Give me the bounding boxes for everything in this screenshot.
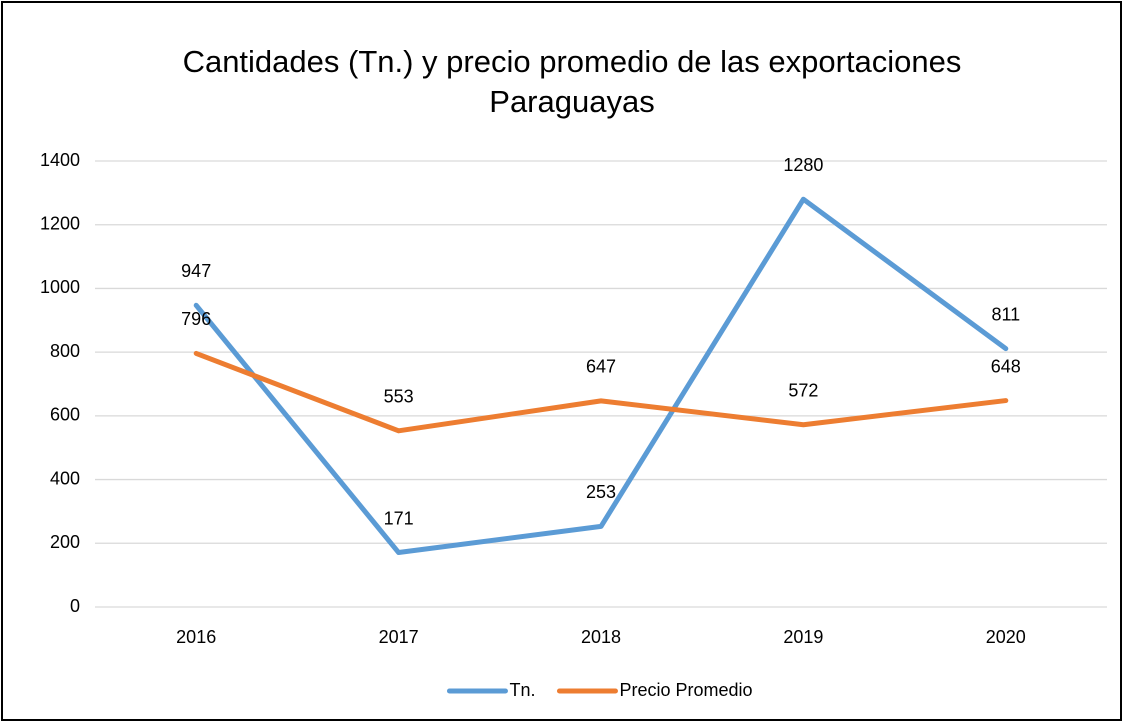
y-tick-label: 1400 bbox=[40, 150, 80, 170]
data-label: 947 bbox=[181, 261, 211, 281]
data-label: 171 bbox=[384, 508, 414, 528]
y-tick-label: 0 bbox=[70, 596, 80, 616]
data-label: 647 bbox=[586, 357, 616, 377]
y-tick-label: 200 bbox=[50, 532, 80, 552]
chart-title: Cantidades (Tn.) y precio promedio de la… bbox=[182, 44, 962, 119]
data-label: 553 bbox=[384, 387, 414, 407]
y-tick-label: 800 bbox=[50, 341, 80, 361]
series-line bbox=[193, 196, 1009, 556]
legend-label: Tn. bbox=[509, 680, 535, 700]
x-tick-label: 2018 bbox=[581, 627, 621, 647]
y-tick-label: 1200 bbox=[40, 213, 80, 233]
series-line bbox=[193, 350, 1009, 434]
x-tick-label: 2020 bbox=[986, 627, 1026, 647]
x-tick-label: 2016 bbox=[176, 627, 216, 647]
data-label: 1280 bbox=[783, 155, 823, 175]
x-tick-label: 2017 bbox=[379, 627, 419, 647]
data-label: 648 bbox=[991, 356, 1021, 376]
x-tick-label: 2019 bbox=[783, 627, 823, 647]
y-tick-label: 600 bbox=[50, 405, 80, 425]
y-tick-label: 1000 bbox=[40, 277, 80, 297]
data-label: 796 bbox=[181, 309, 211, 329]
legend-label: Precio Promedio bbox=[619, 680, 752, 700]
data-label: 253 bbox=[586, 482, 616, 502]
data-label: 572 bbox=[788, 381, 818, 401]
y-tick-label: 400 bbox=[50, 468, 80, 488]
data-label: 811 bbox=[991, 304, 1020, 324]
